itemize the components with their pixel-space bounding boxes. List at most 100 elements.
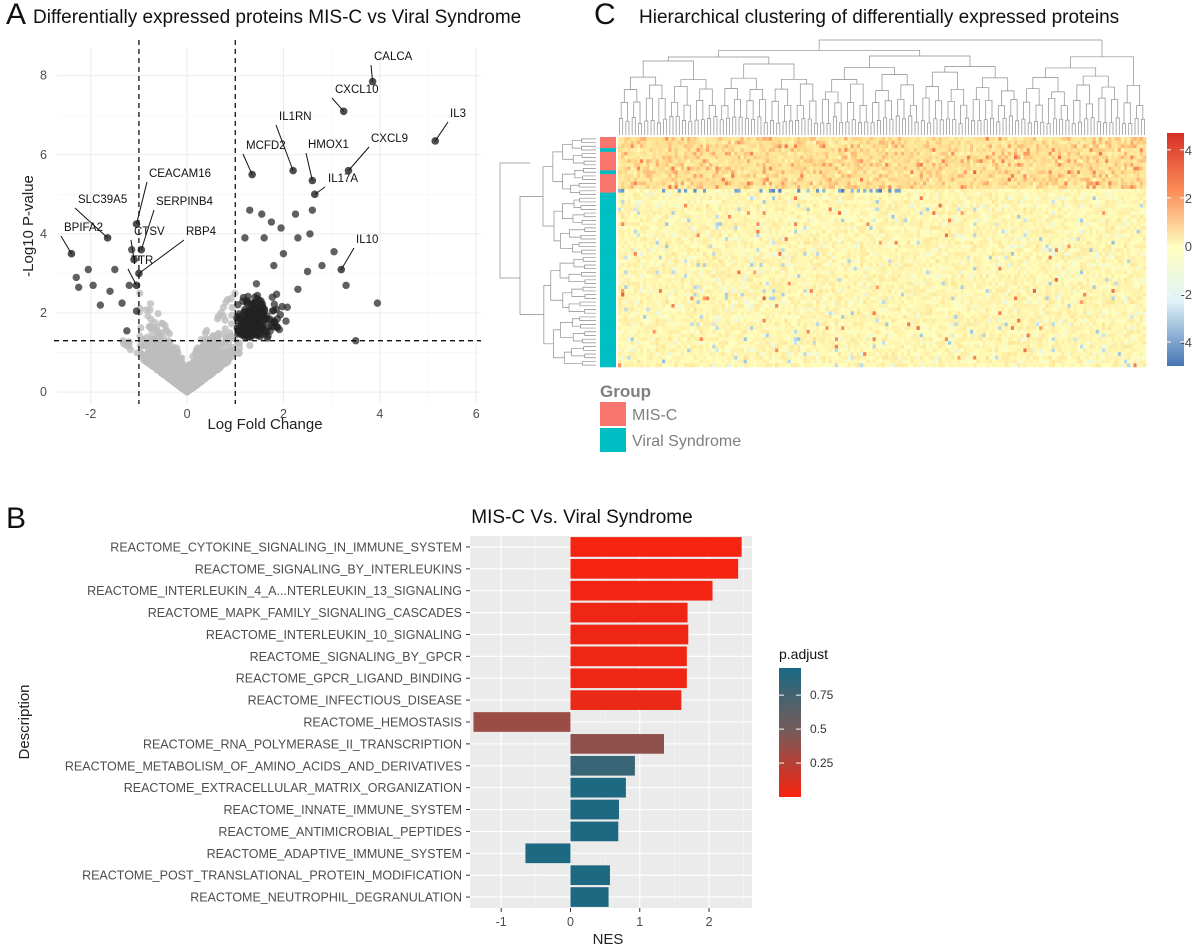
heatmap-cell bbox=[655, 144, 660, 149]
heatmap-cell bbox=[825, 188, 829, 193]
heatmap-cell bbox=[1114, 181, 1119, 186]
heatmap-cell bbox=[696, 188, 701, 193]
heatmap-cell bbox=[702, 192, 707, 197]
heatmap-cell bbox=[1076, 166, 1081, 171]
dendrogram-branch bbox=[719, 119, 724, 135]
heatmap-cell bbox=[863, 192, 867, 197]
heatmap-cell bbox=[633, 166, 638, 171]
heatmap-cell bbox=[919, 185, 924, 190]
heatmap-cell bbox=[995, 174, 999, 179]
heatmap-cell bbox=[992, 148, 996, 153]
heatmap-cell bbox=[800, 144, 804, 149]
heatmap-cell bbox=[753, 162, 757, 167]
dendrogram-branch bbox=[751, 118, 756, 135]
heatmap-cell bbox=[797, 200, 801, 205]
heatmap-cell bbox=[922, 185, 927, 190]
heatmap-cell bbox=[900, 137, 905, 142]
heatmap-cell bbox=[624, 166, 628, 171]
heatmap-cell bbox=[1095, 177, 1100, 182]
heatmap-cell bbox=[702, 140, 707, 145]
heatmap-cell bbox=[1004, 192, 1009, 197]
heatmap-cell bbox=[951, 144, 955, 149]
heatmap-cell bbox=[690, 200, 694, 205]
heatmap-cell bbox=[687, 200, 691, 205]
heatmap-cell bbox=[743, 174, 748, 179]
heatmap-cell bbox=[746, 137, 751, 142]
heatmap-cell bbox=[618, 137, 622, 142]
heatmap-cell bbox=[640, 181, 644, 186]
heatmap-cell bbox=[746, 192, 751, 197]
heatmap-cell bbox=[894, 192, 899, 197]
heatmap-cell bbox=[988, 151, 993, 156]
heatmap-cell bbox=[1020, 192, 1024, 197]
heatmap-cell bbox=[740, 192, 745, 197]
heatmap-cell bbox=[1130, 166, 1134, 171]
heatmap-cell bbox=[731, 192, 735, 197]
heatmap-cell bbox=[1014, 177, 1018, 182]
heatmap-cell bbox=[702, 137, 707, 142]
heatmap-cell bbox=[866, 188, 870, 193]
heatmap-cell bbox=[1029, 196, 1034, 201]
heatmap-cell bbox=[1089, 185, 1093, 190]
heatmap-cell bbox=[746, 177, 751, 182]
heatmap-cell bbox=[674, 159, 679, 164]
heatmap-cell bbox=[944, 200, 949, 205]
heatmap-cell bbox=[1048, 140, 1053, 145]
heatmap-cell bbox=[734, 185, 738, 190]
heatmap-cell bbox=[932, 188, 936, 193]
heatmap-annotation-cell bbox=[600, 196, 616, 201]
heatmap-cell bbox=[1067, 137, 1071, 142]
heatmap-cell bbox=[797, 151, 801, 156]
heatmap-cell bbox=[775, 177, 779, 182]
heatmap-cell bbox=[907, 192, 911, 197]
heatmap-cell bbox=[822, 166, 826, 171]
heatmap-cell bbox=[1117, 151, 1122, 156]
heatmap-cell bbox=[1076, 148, 1081, 153]
heatmap-cell bbox=[1032, 137, 1037, 142]
heatmap-cell bbox=[875, 200, 880, 205]
heatmap-cell bbox=[1083, 170, 1087, 175]
heatmap-cell bbox=[1136, 148, 1141, 153]
heatmap-cell bbox=[1080, 181, 1084, 186]
heatmap-cell bbox=[687, 188, 691, 193]
heatmap-cell bbox=[1095, 174, 1100, 179]
heatmap-cell bbox=[935, 159, 939, 164]
heatmap-cell bbox=[640, 159, 644, 164]
heatmap-cell bbox=[790, 192, 795, 197]
heatmap-cell bbox=[1001, 181, 1005, 186]
volcano-point-significant bbox=[268, 307, 277, 315]
heatmap-cell bbox=[772, 174, 776, 179]
volcano-point-significant bbox=[270, 261, 278, 270]
heatmap-cell bbox=[825, 155, 829, 160]
dendrogram-branch bbox=[732, 116, 737, 135]
heatmap-cell bbox=[765, 140, 770, 145]
heatmap-cell bbox=[847, 170, 851, 175]
heatmap-cell bbox=[1142, 159, 1147, 164]
dendrogram-branch bbox=[663, 118, 668, 135]
heatmap-cell bbox=[926, 162, 930, 167]
heatmap-cell bbox=[765, 162, 770, 167]
heatmap-cell bbox=[863, 174, 867, 179]
heatmap-cell bbox=[756, 166, 760, 171]
volcano-point-significant bbox=[241, 234, 249, 242]
heatmap-cell bbox=[784, 162, 789, 167]
heatmap-cell bbox=[624, 155, 628, 160]
heatmap-cell bbox=[1004, 144, 1009, 149]
heatmap-cell bbox=[1083, 148, 1087, 153]
heatmap-cell bbox=[1098, 192, 1103, 197]
heatmap-cell bbox=[794, 181, 798, 186]
heatmap-cell bbox=[781, 162, 785, 167]
heatmap-cell bbox=[728, 200, 732, 205]
heatmap-cell bbox=[756, 137, 760, 142]
heatmap-cell bbox=[1058, 162, 1062, 167]
heatmap-cell bbox=[1124, 185, 1128, 190]
heatmap-cell bbox=[860, 155, 864, 160]
heatmap-cell bbox=[922, 137, 927, 142]
heatmap-annotation-cell bbox=[600, 162, 616, 167]
dendrogram-branch bbox=[1015, 120, 1020, 135]
heatmap-cell bbox=[941, 137, 946, 142]
heatmap-cell bbox=[982, 166, 987, 171]
heatmap-cell bbox=[1017, 181, 1021, 186]
heatmap-cell bbox=[844, 185, 848, 190]
heatmap-cell bbox=[1042, 181, 1046, 186]
